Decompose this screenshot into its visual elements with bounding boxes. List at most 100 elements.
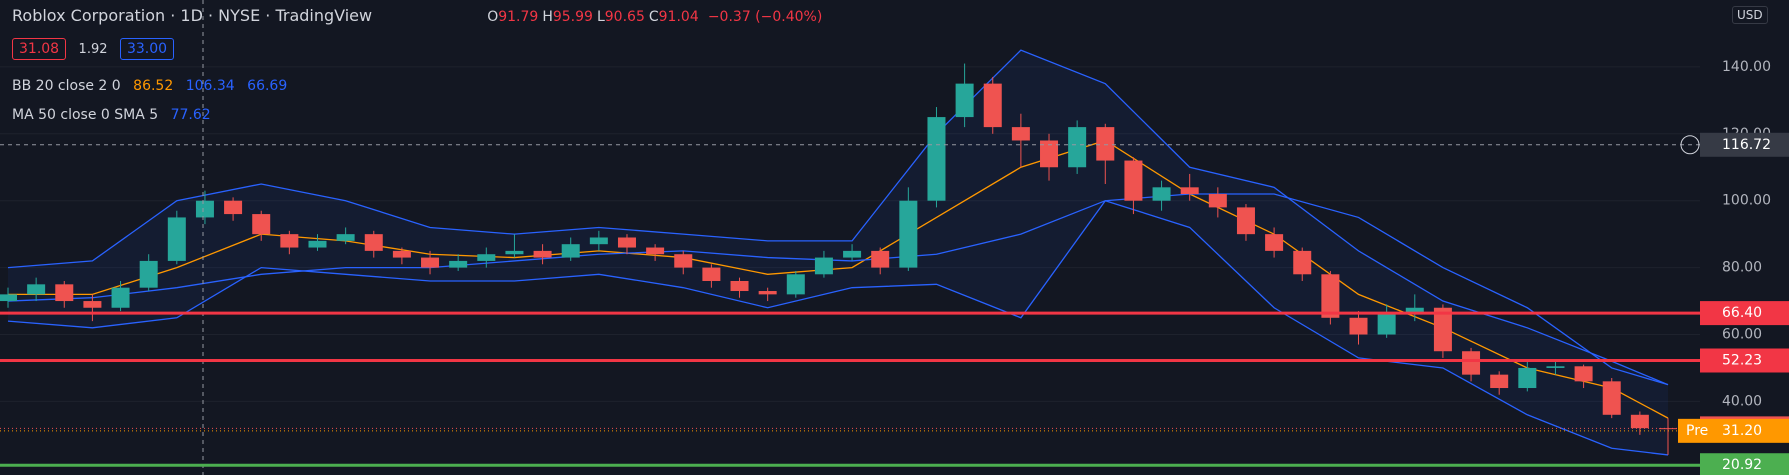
candle-body xyxy=(1040,140,1059,168)
candle-body xyxy=(730,280,749,292)
candle-body xyxy=(1349,317,1368,335)
candle-body xyxy=(1293,250,1312,275)
candle-body xyxy=(702,267,721,281)
candle-body xyxy=(1124,160,1143,201)
ohlc-key: L xyxy=(596,9,605,25)
indicator-line xyxy=(7,49,1669,386)
premarket-bg xyxy=(1678,418,1789,443)
bid[interactable]: 31.08 xyxy=(12,38,67,60)
candle-body xyxy=(1490,374,1509,389)
candle-body xyxy=(1011,127,1030,141)
crosshair-label: 116.72 xyxy=(1722,137,1771,153)
ohlc-value: 91.04 xyxy=(658,9,699,25)
level-label: 52.23 xyxy=(1722,352,1762,368)
candle-body xyxy=(899,200,918,268)
candle-body xyxy=(1546,366,1565,368)
premarket-label: 31.20 xyxy=(1722,423,1762,439)
ask[interactable]: 33.00 xyxy=(119,38,175,60)
indicator-value: 106.34 xyxy=(185,78,235,94)
ohlc: O91.79 H95.99 L90.65 C91.04 xyxy=(487,9,703,25)
candle-body xyxy=(280,234,299,248)
add-button[interactable] xyxy=(1680,135,1700,155)
ohlc-key: C xyxy=(648,9,659,25)
indicator-value: 77.62 xyxy=(170,107,211,123)
candle-body xyxy=(0,294,17,302)
candle-body xyxy=(1462,351,1481,375)
indicator-value: 86.52 xyxy=(133,78,174,94)
y-tick-label: 40.00 xyxy=(1722,393,1762,409)
candle-body xyxy=(983,83,1002,128)
candle-body xyxy=(1630,414,1649,429)
candle-body xyxy=(1518,367,1537,389)
candle-body xyxy=(111,287,130,308)
candle-body xyxy=(55,284,74,302)
candle-body xyxy=(195,200,214,218)
candle-body xyxy=(1321,274,1340,318)
candle-body xyxy=(336,234,355,241)
level-label: 20.92 xyxy=(1722,457,1762,473)
ohlc-value: 91.79 xyxy=(498,9,539,25)
y-tick-label: 80.00 xyxy=(1722,260,1762,276)
candle-body xyxy=(505,250,524,255)
bb-fill xyxy=(8,50,1668,455)
candle-body xyxy=(308,240,327,248)
candle-body xyxy=(589,237,608,245)
candle-body xyxy=(786,274,805,295)
trade-row: 31.08 1.92 33.00 xyxy=(12,38,182,60)
candle-body xyxy=(1236,207,1255,235)
candle-body xyxy=(1433,307,1452,352)
candle-body xyxy=(421,257,440,268)
header: Roblox Corporation · 1D · NYSE · Trading… xyxy=(12,6,822,25)
candle-body xyxy=(814,257,833,275)
candle-body xyxy=(449,260,468,268)
candle-body xyxy=(927,117,946,201)
candle-body xyxy=(1068,127,1087,168)
indicator-name: BB 20 close 2 0 xyxy=(12,78,121,94)
candle-body xyxy=(1152,187,1171,201)
ohlc-key: O xyxy=(487,9,499,25)
ohlc-key: H xyxy=(542,9,553,25)
ma-legend: MA 50 close 0 SMA 5 77.62 xyxy=(12,107,219,123)
candle-body xyxy=(646,247,665,255)
indicator-name: MA 50 close 0 SMA 5 xyxy=(12,107,159,123)
candle-body xyxy=(1405,307,1424,315)
candle-body xyxy=(617,237,636,248)
candle-body xyxy=(477,254,496,261)
candle-body xyxy=(392,250,411,258)
candle-body xyxy=(1265,234,1284,251)
candle-body xyxy=(758,291,777,295)
level-label-bg xyxy=(1700,301,1789,326)
candle-body xyxy=(83,301,102,308)
y-tick-label: 100.00 xyxy=(1722,193,1771,209)
candle-body xyxy=(955,83,974,118)
candle-body xyxy=(1574,366,1593,382)
level-label: 66.40 xyxy=(1722,305,1762,321)
change: −0.37 (−0.40%) xyxy=(707,9,823,25)
candle-body xyxy=(252,214,271,235)
candle-body xyxy=(139,260,158,288)
premarket-name: Pre xyxy=(1686,423,1708,439)
level-label-bg xyxy=(1700,453,1789,475)
ohlc-value: 90.65 xyxy=(604,9,645,25)
crosshair-label-bg xyxy=(1700,132,1789,157)
y-tick-label: 140.00 xyxy=(1722,59,1771,75)
level-label-bg xyxy=(1700,348,1789,373)
ohlc-value: 95.99 xyxy=(552,9,593,25)
bb-legend: BB 20 close 2 0 86.52 106.34 66.69 xyxy=(12,78,295,94)
candle-body xyxy=(871,250,890,268)
y-tick-label: 60.00 xyxy=(1722,327,1762,343)
candle-body xyxy=(1096,127,1115,161)
candle-body xyxy=(1377,314,1396,335)
symbol-title[interactable]: Roblox Corporation · 1D · NYSE · Trading… xyxy=(12,6,373,25)
candle-body xyxy=(224,200,243,215)
price-axis xyxy=(1700,0,1789,475)
candle-body xyxy=(27,284,46,295)
candle-body xyxy=(364,234,383,251)
currency[interactable]: USD xyxy=(1732,6,1768,24)
candle-body xyxy=(167,217,186,261)
candle-body xyxy=(843,250,862,258)
candle-body xyxy=(674,254,693,268)
candle-body xyxy=(1602,381,1621,415)
